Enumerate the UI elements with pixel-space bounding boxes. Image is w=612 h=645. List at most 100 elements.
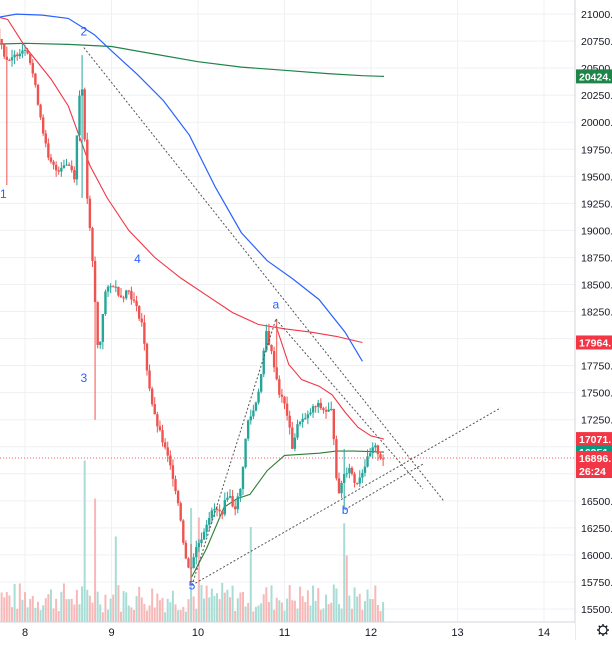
volume-bar-93	[226, 590, 228, 622]
volume-bar-101	[247, 603, 249, 622]
candle-body-92	[224, 500, 226, 514]
volume-bar-75	[180, 610, 182, 622]
volume-bar-103	[252, 611, 254, 622]
candle-body-22	[42, 117, 44, 133]
volume-bar-108	[265, 587, 267, 622]
vwap-green-line	[192, 451, 384, 576]
volume-bar-44	[99, 604, 101, 622]
candle-body-98	[239, 489, 241, 497]
dotted-line-5-to-a[interactable]	[192, 319, 276, 585]
candle-body-130	[322, 408, 324, 410]
candle-body-29	[60, 168, 62, 172]
volume-bar-94	[229, 597, 231, 622]
volume-bar-76	[182, 607, 184, 622]
x-tick-label-10: 10	[192, 627, 204, 639]
volume-bar-109	[268, 602, 270, 622]
volume-bar-41	[91, 603, 93, 622]
candle-body-62	[146, 344, 148, 371]
candle-body-110	[270, 345, 272, 351]
candle-body-14	[21, 51, 23, 54]
candle-body-73	[174, 479, 176, 491]
volume-bar-46	[104, 595, 106, 622]
candle-body-71	[169, 456, 171, 466]
candle-body-63	[148, 370, 150, 388]
price-tag-text-red-level: 17071.	[579, 434, 611, 446]
gear-icon-tooth-5	[599, 626, 600, 627]
wave-label-b: b	[342, 503, 349, 517]
volume-bar-28	[58, 611, 60, 622]
candle-body-87	[211, 510, 213, 518]
candle-body-111	[273, 351, 275, 367]
volume-bar-80	[193, 596, 195, 622]
indicator-lines	[0, 14, 384, 577]
volume-bar-43	[97, 592, 99, 622]
candle-body-28	[58, 170, 60, 171]
candle-body-81	[195, 547, 197, 557]
volume-bar-140	[348, 596, 350, 622]
candle-body-124	[307, 414, 309, 418]
y-tick-label-3: 20250.0	[581, 90, 612, 102]
volume-bar-135	[335, 588, 337, 622]
volume-bar-56	[130, 607, 132, 622]
volume-bar-8	[6, 592, 8, 622]
y-tick-label-0: 21000.0	[581, 9, 612, 21]
volume-bar-91	[221, 583, 223, 622]
volume-bar-104	[255, 607, 257, 622]
candle-body-10	[11, 57, 13, 60]
candle-body-133	[330, 409, 332, 410]
volume-bar-116	[286, 599, 288, 622]
dotted-line-b-support[interactable]	[345, 464, 423, 509]
volume-bar-64	[151, 588, 153, 622]
candle-body-43	[96, 302, 98, 345]
candle-body-50	[115, 287, 117, 288]
candle-body-121	[299, 422, 301, 424]
volume-bar-65	[154, 607, 156, 622]
volume-bar-38	[84, 461, 86, 623]
volume-bar-117	[289, 585, 291, 622]
volume-bar-27	[55, 599, 57, 622]
volume-bar-12	[16, 609, 18, 622]
volume-bar-33	[71, 599, 73, 622]
volume-bar-138	[343, 523, 345, 622]
volume-bar-113	[278, 600, 280, 622]
candle-body-65	[154, 404, 156, 414]
candle-body-75	[180, 503, 182, 520]
volume-bar-7	[3, 597, 5, 622]
candle-body-20	[37, 85, 39, 105]
candle-body-122	[301, 419, 303, 422]
volume-bar-142	[354, 587, 356, 622]
y-tick-label-5: 19750.0	[581, 144, 612, 156]
candle-body-44	[99, 342, 101, 345]
wave-label-1: 1	[0, 187, 7, 201]
volume-bar-9	[8, 595, 10, 622]
candle-body-51	[117, 287, 119, 296]
candle-body-90	[218, 510, 220, 512]
candle-body-146	[364, 467, 366, 473]
volume-bar-102	[250, 527, 252, 622]
volume-bar-120	[296, 609, 298, 622]
y-tick-label-1: 20750.0	[581, 36, 612, 48]
volume-bar-97	[237, 598, 239, 622]
candle-body-54	[125, 291, 127, 299]
wave-label-3: 3	[80, 371, 87, 385]
candle-body-137	[340, 483, 342, 493]
y-tick-label-13: 17750.0	[581, 361, 612, 373]
volume-bar-71	[169, 602, 171, 622]
candle-body-31	[65, 165, 67, 166]
volume-bar-100	[245, 606, 247, 622]
gear-icon-tooth-3	[599, 633, 600, 634]
candle-body-131	[325, 410, 327, 412]
dotted-line-2-to-13[interactable]	[84, 48, 444, 501]
x-tick-label-12: 12	[365, 627, 377, 639]
dotted-line-a-to-b[interactable]	[276, 319, 423, 489]
candle-body-89	[216, 509, 218, 510]
candle-body-126	[312, 406, 314, 412]
candle-body-49	[112, 286, 114, 287]
volume-bar-45	[102, 612, 104, 622]
candle-body-23	[45, 133, 47, 143]
candle-body-79	[190, 568, 192, 569]
candle-body-116	[286, 404, 288, 416]
trendlines	[0, 48, 575, 586]
